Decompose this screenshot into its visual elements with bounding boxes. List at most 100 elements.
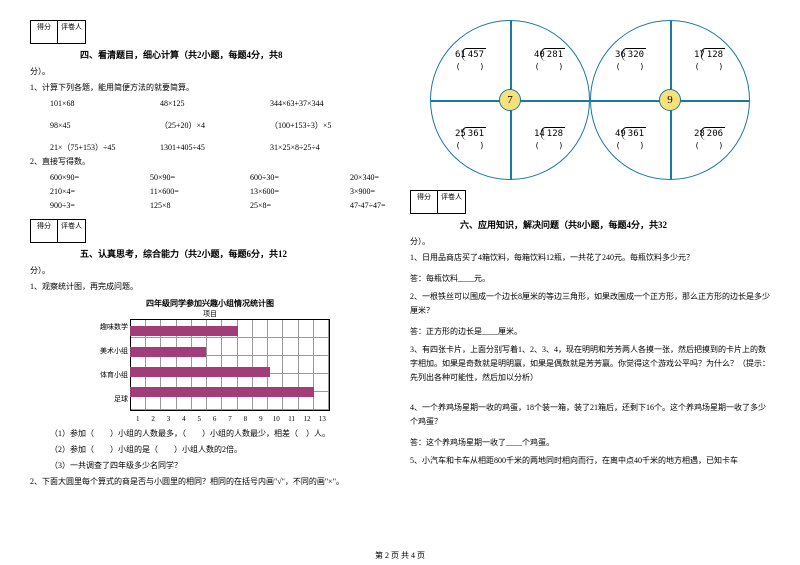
score-cell: 得分 bbox=[30, 219, 58, 243]
score-cell: 得分 bbox=[30, 20, 58, 44]
xl: 4 bbox=[176, 415, 191, 423]
calc: 31×25×8÷25÷4 bbox=[270, 141, 350, 155]
paren: ( ) bbox=[616, 140, 646, 152]
xl: 5 bbox=[192, 415, 207, 423]
s6-q3: 3、有四张卡片，上面分别写着1、2、3、4，现在明明和芳芳两人各摸一张，然后把摸… bbox=[410, 343, 770, 385]
long-division: 17128 bbox=[694, 48, 725, 61]
bar bbox=[130, 326, 238, 336]
dividend: 361 bbox=[466, 127, 486, 140]
dividend: 320 bbox=[626, 48, 646, 61]
score-box-s4: 得分 评卷人 bbox=[30, 20, 390, 44]
score-cell: 得分 bbox=[410, 190, 438, 214]
long-division: 49361 bbox=[615, 127, 646, 140]
s6-a1: 答：每瓶饮料____元。 bbox=[410, 273, 770, 284]
ylabel: 美术小组 bbox=[90, 346, 128, 356]
s6-q1: 1、日用品商店买了4箱饮料，每箱饮料12瓶，一共花了240元。每瓶饮料多少元？ bbox=[410, 251, 770, 265]
paren: ( ) bbox=[535, 61, 565, 73]
left-column: 得分 评卷人 四、看清题目，细心计算（共2小题，每题4分，共8 分）。 1、计算… bbox=[30, 20, 390, 491]
calc: 125×8 bbox=[150, 199, 230, 213]
ylabel: 体育小组 bbox=[90, 370, 128, 380]
s5-q1b: （2）参加（ ）小组的是（ ）小组人数的2倍。 bbox=[50, 443, 390, 457]
circles-wrap: 61457 ( ) 40281 ( ) 25361 ( ) 14128 ( ) … bbox=[410, 20, 770, 180]
calc-row: 101×68 48×125 344×63+37×344 bbox=[50, 97, 390, 111]
long-division: 61457 bbox=[455, 48, 486, 61]
calc: 1301+405÷45 bbox=[160, 141, 240, 155]
grader-cell: 评卷人 bbox=[58, 219, 86, 243]
paren: ( ) bbox=[616, 61, 646, 73]
calc: 344×63+37×344 bbox=[270, 97, 350, 111]
dividend: 206 bbox=[705, 127, 725, 140]
quad-br: 28206 ( ) bbox=[670, 100, 749, 179]
calc-row: 21×（75+153）÷45 1301+405÷45 31×25×8÷25÷4 bbox=[50, 141, 390, 155]
calc: 50×90= bbox=[150, 171, 230, 185]
section6-title: 六、应用知识，解决问题（共8小题，每题4分，共32 bbox=[460, 218, 770, 231]
long-division: 36320 bbox=[615, 48, 646, 61]
calc: 13×600= bbox=[250, 185, 330, 199]
quad-tl: 36320 ( ) bbox=[591, 21, 670, 100]
xl: 2 bbox=[145, 415, 160, 423]
ylabel: 足球 bbox=[90, 394, 128, 404]
calc-row: 900÷3= 125×8 25×8= 47-47÷47= bbox=[50, 199, 390, 213]
paren: ( ) bbox=[695, 61, 725, 73]
xl: 10 bbox=[269, 415, 284, 423]
calc: （100+153÷3）×5 bbox=[270, 119, 350, 133]
calc-row: 98×45 （25+20）×4 （100+153÷3）×5 bbox=[50, 119, 390, 133]
xl: 11 bbox=[284, 415, 299, 423]
paren: ( ) bbox=[535, 140, 565, 152]
section6-title-cont: 分）。 bbox=[410, 235, 770, 249]
calc: 600÷30= bbox=[250, 171, 330, 185]
bar bbox=[130, 367, 270, 377]
score-box-s5: 得分 评卷人 bbox=[30, 219, 390, 243]
xl: 6 bbox=[207, 415, 222, 423]
calc: 210×4= bbox=[50, 185, 130, 199]
dividend: 128 bbox=[705, 48, 725, 61]
calc: 25×8= bbox=[250, 199, 330, 213]
xl: 7 bbox=[222, 415, 237, 423]
xl: 9 bbox=[253, 415, 268, 423]
s6-q4: 4、一个养鸡场星期一收的鸡蛋，18个装一箱，装了21箱后，还剩下16个。这个养鸡… bbox=[410, 401, 770, 429]
center-badge: 7 bbox=[499, 89, 521, 111]
dividend: 361 bbox=[626, 127, 646, 140]
calc: 21×（75+153）÷45 bbox=[50, 141, 130, 155]
quad-bl: 25361 ( ) bbox=[431, 100, 510, 179]
paren: ( ) bbox=[456, 61, 486, 73]
calc: 11×600= bbox=[150, 185, 230, 199]
ylabel: 趣味数学 bbox=[90, 322, 128, 332]
s5-q1c: （3）一共调查了四年级多少名同学？ bbox=[50, 459, 390, 473]
quad-bl: 49361 ( ) bbox=[591, 100, 670, 179]
s5-q2: 2、下面大圆里每个算式的商是否与小圆里的相同？相同的在括号内画"√"，不同的画"… bbox=[30, 475, 390, 489]
dividend: 457 bbox=[466, 48, 486, 61]
calc: 101×68 bbox=[50, 97, 130, 111]
chart-xlabels: 12345678910111213 bbox=[130, 415, 330, 423]
section5-title: 五、认真思考，综合能力（共2小题，每题6分，共12 bbox=[80, 247, 390, 260]
s6-q2: 2、一根铁丝可以围成一个边长8厘米的等边三角形，如果改围成一个正方形，那么正方形… bbox=[410, 290, 770, 318]
score-box-s6: 得分 评卷人 bbox=[410, 190, 770, 214]
calc-row: 600×90= 50×90= 600÷30= 20×340= bbox=[50, 171, 390, 185]
xl: 12 bbox=[299, 415, 314, 423]
paren: ( ) bbox=[695, 140, 725, 152]
xl: 3 bbox=[161, 415, 176, 423]
long-division: 40281 bbox=[534, 48, 565, 61]
center-badge: 9 bbox=[659, 89, 681, 111]
xl: 13 bbox=[315, 415, 330, 423]
section5-title-cont: 分）。 bbox=[30, 264, 390, 278]
calc: 48×125 bbox=[160, 97, 240, 111]
long-division: 14128 bbox=[534, 127, 565, 140]
quad-tr: 40281 ( ) bbox=[510, 21, 589, 100]
chart-title: 四年级同学参加兴趣小组情况统计图 bbox=[30, 298, 390, 309]
calc: 900÷3= bbox=[50, 199, 130, 213]
s4-q1: 1、计算下列各题，能用简便方法的就要简算。 bbox=[30, 81, 390, 95]
xl: 1 bbox=[130, 415, 145, 423]
grader-cell: 评卷人 bbox=[438, 190, 466, 214]
grader-cell: 评卷人 bbox=[58, 20, 86, 44]
calc: 600×90= bbox=[50, 171, 130, 185]
section4-title: 四、看清题目，细心计算（共2小题，每题4分，共8 bbox=[80, 48, 390, 61]
calc: 98×45 bbox=[50, 119, 130, 133]
s5-q1: 1、观察统计图，再完成问题。 bbox=[30, 280, 390, 294]
dividend: 128 bbox=[545, 127, 565, 140]
bar bbox=[130, 347, 206, 357]
s5-q1a: （1）参加（ ）小组的人数最多，（ ）小组的人数最少，相差（ ）人。 bbox=[50, 427, 390, 441]
circle-2: 36320 ( ) 17128 ( ) 49361 ( ) 28206 ( ) … bbox=[590, 20, 750, 180]
paren: ( ) bbox=[456, 140, 486, 152]
quad-tr: 17128 ( ) bbox=[670, 21, 749, 100]
